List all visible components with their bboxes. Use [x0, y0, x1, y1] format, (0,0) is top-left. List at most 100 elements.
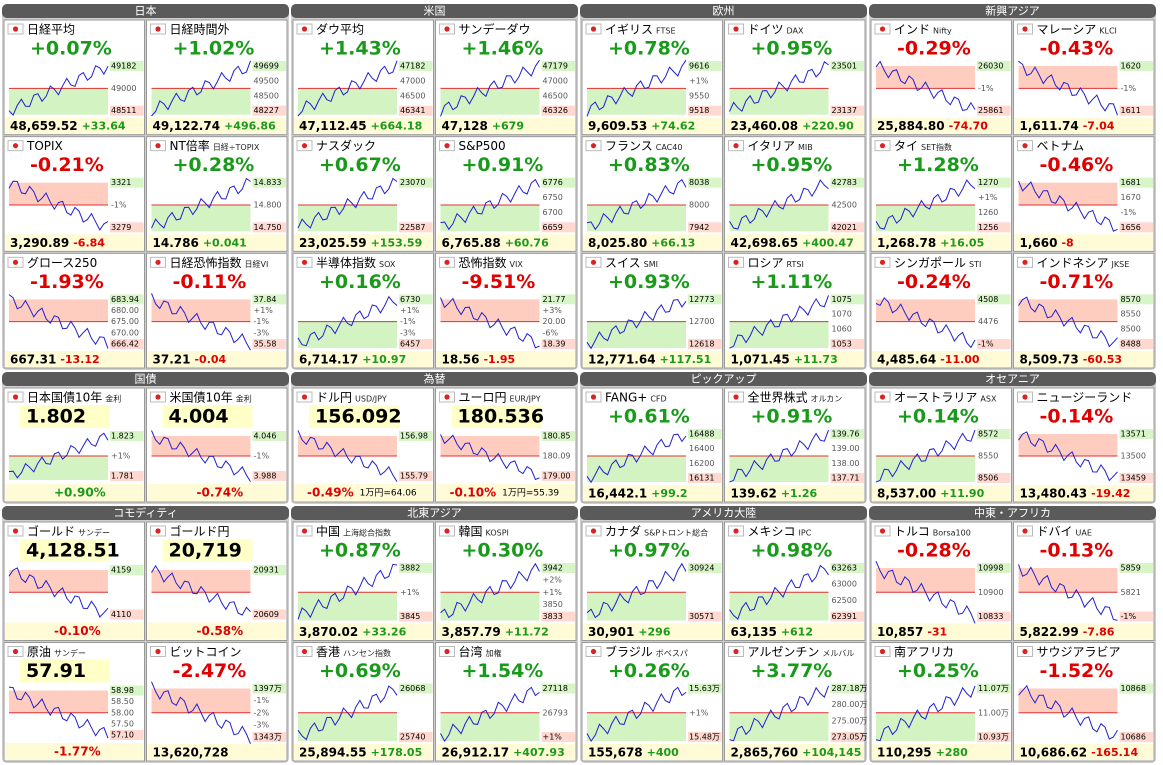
- section-title: ピックアップ: [691, 373, 757, 386]
- tick-label: 180.09: [543, 452, 571, 461]
- high-label: 3942: [543, 564, 563, 573]
- high-label: 5859: [1121, 564, 1141, 573]
- card-sub: 金利: [236, 394, 252, 404]
- change-percent: +1.28%: [897, 154, 979, 176]
- flag-mark: [879, 143, 886, 149]
- footer-strip: [5, 622, 144, 640]
- tick-label: 47000: [543, 76, 568, 85]
- card-name: イギリス: [605, 23, 653, 37]
- price: 1,660: [1020, 236, 1058, 250]
- tick-label: -3%: [254, 720, 270, 729]
- card-sub: 日経÷TOPIX: [213, 142, 260, 152]
- change: -165.14: [1091, 746, 1138, 759]
- tick-label: +3%: [543, 306, 563, 315]
- chart-fill: [9, 570, 108, 593]
- high-label: 1.823: [111, 432, 134, 441]
- change-percent: -0.10%: [450, 486, 497, 500]
- high-label: 683.94: [111, 295, 139, 304]
- low-label: 9518: [689, 106, 709, 115]
- change: -19.42: [1091, 487, 1130, 500]
- card-name: メキシコ: [748, 525, 796, 539]
- tick-label: 6700: [543, 208, 563, 217]
- price: 6,714.17: [299, 353, 358, 367]
- chart-fill: [729, 205, 829, 232]
- card-sub: USD/JPY: [355, 395, 387, 404]
- card-sub: SOX: [379, 260, 396, 269]
- tick-label: 26793: [543, 708, 568, 717]
- high-label: 49699: [254, 62, 279, 71]
- footer-strip: [147, 484, 286, 501]
- change-percent: +0.91%: [462, 154, 544, 176]
- flag-mark: [444, 26, 450, 32]
- high-label: 8570: [1121, 295, 1141, 304]
- low-label-bg: [830, 222, 864, 233]
- tick-label: 47000: [400, 76, 425, 85]
- card-name: 日本国債10年: [27, 390, 102, 405]
- section-header: [291, 4, 578, 18]
- price: 25,894.55: [299, 746, 367, 760]
- high-label-bg: [830, 429, 864, 439]
- flag-mark: [1022, 143, 1028, 149]
- tick-label: 5821: [1121, 588, 1141, 597]
- change-percent: +0.14%: [897, 406, 979, 428]
- low-label: 35.58: [254, 340, 277, 349]
- flag-mark: [301, 143, 308, 149]
- card-name: サウジアラビア: [1037, 645, 1121, 659]
- low-label: 10686: [1121, 733, 1146, 742]
- tick-label: 280.00万: [832, 700, 868, 709]
- tick-label: 16200: [689, 459, 714, 468]
- high-label: 49182: [111, 62, 136, 71]
- change: +10.97: [362, 353, 406, 366]
- change: -13.12: [60, 353, 99, 366]
- change: +280: [936, 746, 969, 759]
- low-label: 3.988: [254, 472, 277, 481]
- high-label: 47182: [400, 62, 425, 71]
- change: +153.59: [371, 236, 423, 249]
- change-percent: +0.26%: [608, 660, 690, 682]
- chart-line: [1018, 684, 1118, 740]
- high-label-bg: [1119, 683, 1153, 694]
- section-header: [580, 506, 867, 520]
- change-percent: -0.58%: [197, 624, 244, 638]
- card-sub: サンデー: [54, 648, 86, 658]
- low-label-bg: [399, 222, 433, 233]
- change: +0.041: [203, 236, 247, 249]
- chart-line: [729, 429, 829, 483]
- high-label-bg: [399, 61, 433, 71]
- flag-mark: [590, 259, 597, 265]
- tick-label: 9550: [689, 91, 709, 100]
- card-name: 日経平均: [27, 23, 75, 37]
- card-sub: CFD: [650, 395, 666, 404]
- section-title: 国債: [135, 372, 157, 386]
- flag-mark: [733, 648, 739, 655]
- low-label: 18.39: [543, 340, 566, 349]
- flag-mark: [444, 394, 450, 400]
- card-sub: SMI: [644, 260, 658, 269]
- section-title: オセアニア: [985, 373, 1040, 386]
- flag-mark: [879, 394, 886, 400]
- price: 23,460.08: [731, 119, 799, 133]
- low-label: 30571: [689, 612, 714, 621]
- chart-fill: [876, 205, 975, 232]
- chart-line: [875, 60, 976, 111]
- price: 30,901: [588, 625, 634, 639]
- tick-label: 46500: [400, 91, 425, 100]
- low-label-bg: [977, 105, 1011, 116]
- footer-strip: [5, 484, 144, 501]
- change: +296: [638, 626, 671, 639]
- change: +400: [647, 746, 680, 759]
- price: 1,611.74: [1020, 119, 1079, 133]
- chart-line: [875, 685, 976, 742]
- high-label: 287.18万: [832, 684, 868, 693]
- price: 49,122.74: [153, 119, 221, 133]
- change: +33.64: [82, 120, 126, 133]
- low-label: 16131: [689, 474, 714, 483]
- high-label-bg: [688, 563, 722, 573]
- high-label-bg: [252, 683, 286, 694]
- chart-line: [151, 60, 251, 117]
- footer-strip: [436, 744, 575, 760]
- footer-strip: [583, 234, 722, 251]
- change-percent: -1.77%: [54, 745, 101, 759]
- yen-note: 1万円=55.39: [502, 488, 559, 499]
- high-label: 42783: [832, 178, 857, 187]
